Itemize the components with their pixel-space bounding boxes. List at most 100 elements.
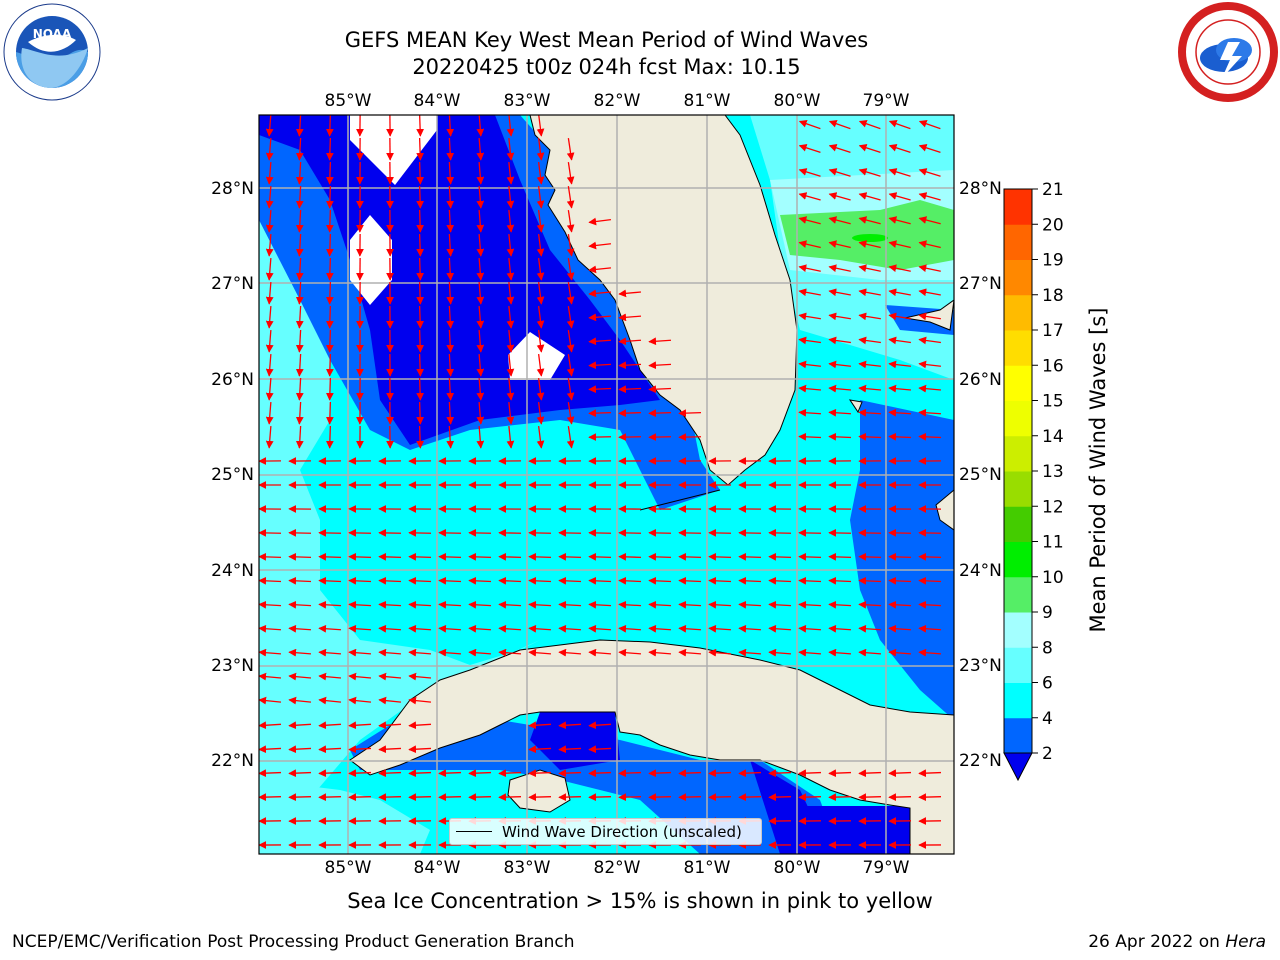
wind-wave-arrow: [295, 329, 304, 353]
wind-wave-arrow: [318, 793, 342, 802]
wind-wave-arrow: [295, 185, 304, 209]
wind-wave-arrow: [828, 408, 852, 417]
wind-wave-arrow: [506, 377, 515, 401]
wind-wave-arrow: [265, 161, 274, 185]
wind-wave-arrow: [798, 600, 822, 609]
wind-wave-arrow: [325, 305, 334, 329]
wind-wave-arrow: [416, 305, 425, 329]
wind-wave-arrow: [536, 378, 545, 401]
wind-wave-arrow: [348, 793, 372, 802]
map-title: GEFS MEAN Key West Mean Period of Wind W…: [344, 28, 869, 52]
wind-wave-arrow: [588, 576, 612, 585]
wind-wave-arrow: [588, 313, 612, 322]
wind-wave-arrow: [498, 529, 522, 537]
wind-wave-arrow: [318, 552, 342, 561]
wind-wave-arrow: [618, 361, 642, 370]
lat-tick-left: 25°N: [211, 465, 254, 485]
wind-wave-arrow: [798, 624, 822, 633]
wind-wave-arrow: [295, 425, 304, 449]
wind-wave-arrow: [446, 425, 455, 449]
wind-wave-arrow: [536, 306, 545, 329]
wind-wave-arrow: [918, 600, 942, 609]
wind-wave-arrow: [828, 624, 852, 633]
wind-wave-arrow: [888, 312, 911, 321]
wind-wave-arrow: [558, 721, 582, 730]
wind-wave-arrow: [348, 745, 372, 754]
wind-wave-arrow: [566, 162, 575, 185]
wind-wave-arrow: [408, 624, 432, 633]
wind-wave-arrow: [918, 529, 942, 537]
lat-tick-left: 26°N: [211, 370, 254, 390]
wind-wave-arrow: [588, 624, 612, 633]
wind-wave-arrow: [259, 696, 282, 705]
wind-wave-arrow: [648, 529, 672, 537]
wind-wave-arrow: [858, 144, 881, 154]
wind-wave-arrow: [408, 552, 432, 561]
wind-wave-arrow: [858, 600, 882, 609]
wind-wave-arrow: [325, 329, 334, 353]
wind-wave-arrow: [348, 648, 372, 657]
lat-tick-left: 23°N: [211, 656, 254, 676]
lat-tick-right: 28°N: [959, 179, 1002, 199]
wind-wave-arrow: [588, 337, 612, 346]
wind-wave-arrow: [288, 600, 312, 609]
wind-wave-arrow: [618, 600, 642, 609]
wind-wave-arrow: [325, 185, 334, 209]
wind-wave-arrow: [648, 361, 672, 370]
wind-wave-arrow: [446, 401, 455, 425]
wind-wave-arrow: [438, 769, 462, 778]
wind-wave-arrow: [476, 329, 485, 353]
wind-wave-arrow: [918, 360, 942, 369]
wind-wave-arrow: [506, 161, 515, 185]
wind-wave-arrow: [858, 336, 881, 345]
wind-wave-arrow: [476, 257, 485, 281]
wind-wave-arrow: [888, 360, 912, 369]
colorbar-swatch: [1004, 717, 1032, 754]
wind-wave-arrow: [588, 552, 612, 561]
wind-wave-arrow: [566, 330, 575, 353]
wind-wave-arrow: [378, 648, 402, 657]
lat-tick-right: 26°N: [959, 370, 1002, 390]
wind-wave-arrow: [888, 168, 911, 177]
wind-wave-arrow: [265, 137, 274, 161]
ocean-period-10-11-max: [852, 234, 888, 242]
wind-wave-arrow: [678, 576, 702, 585]
wind-wave-arrow: [318, 696, 342, 705]
wind-wave-arrow: [828, 119, 851, 130]
wind-wave-arrow: [858, 168, 881, 177]
wind-wave-arrow: [325, 137, 334, 161]
wind-wave-arrow: [708, 648, 732, 657]
wind-wave-arrow: [446, 209, 455, 233]
wind-wave-arrow: [858, 240, 881, 249]
wind-wave-arrow: [618, 337, 642, 346]
colorbar-swatch: [1004, 365, 1032, 401]
wind-wave-arrow: [798, 529, 822, 537]
colorbar-tick-label: 13: [1042, 462, 1064, 482]
wind-wave-arrow: [588, 241, 612, 250]
wind-wave-arrow: [858, 360, 882, 369]
wind-wave-arrow: [858, 552, 882, 561]
wind-wave-arrow: [295, 401, 304, 425]
wind-wave-arrow: [438, 648, 462, 657]
wind-wave-arrow: [566, 234, 575, 257]
lat-tick-left: 27°N: [211, 274, 254, 294]
wind-wave-arrow: [558, 793, 582, 802]
wind-wave-arrow: [858, 384, 882, 393]
wind-wave-arrow: [828, 600, 852, 609]
wind-wave-arrow: [476, 137, 485, 161]
colorbar-swatch: [1004, 647, 1032, 683]
wind-wave-arrow: [558, 648, 582, 657]
wind-wave-arrow: [348, 552, 372, 561]
wind-wave-arrow: [446, 329, 455, 353]
wind-wave-arrow: [416, 425, 425, 449]
wind-wave-arrow: [288, 696, 312, 705]
wind-wave-arrow: [295, 281, 304, 305]
wind-wave-arrow: [828, 144, 851, 154]
wind-wave-arrow: [378, 745, 402, 754]
wind-wave-arrow: [708, 769, 732, 778]
colorbar-swatch: [1004, 189, 1032, 225]
wind-wave-arrow: [476, 161, 485, 185]
footer-date: 26 Apr 2022 on Hera: [1088, 932, 1266, 952]
wind-wave-arrow: [378, 529, 402, 537]
wind-wave-arrow: [325, 209, 334, 233]
